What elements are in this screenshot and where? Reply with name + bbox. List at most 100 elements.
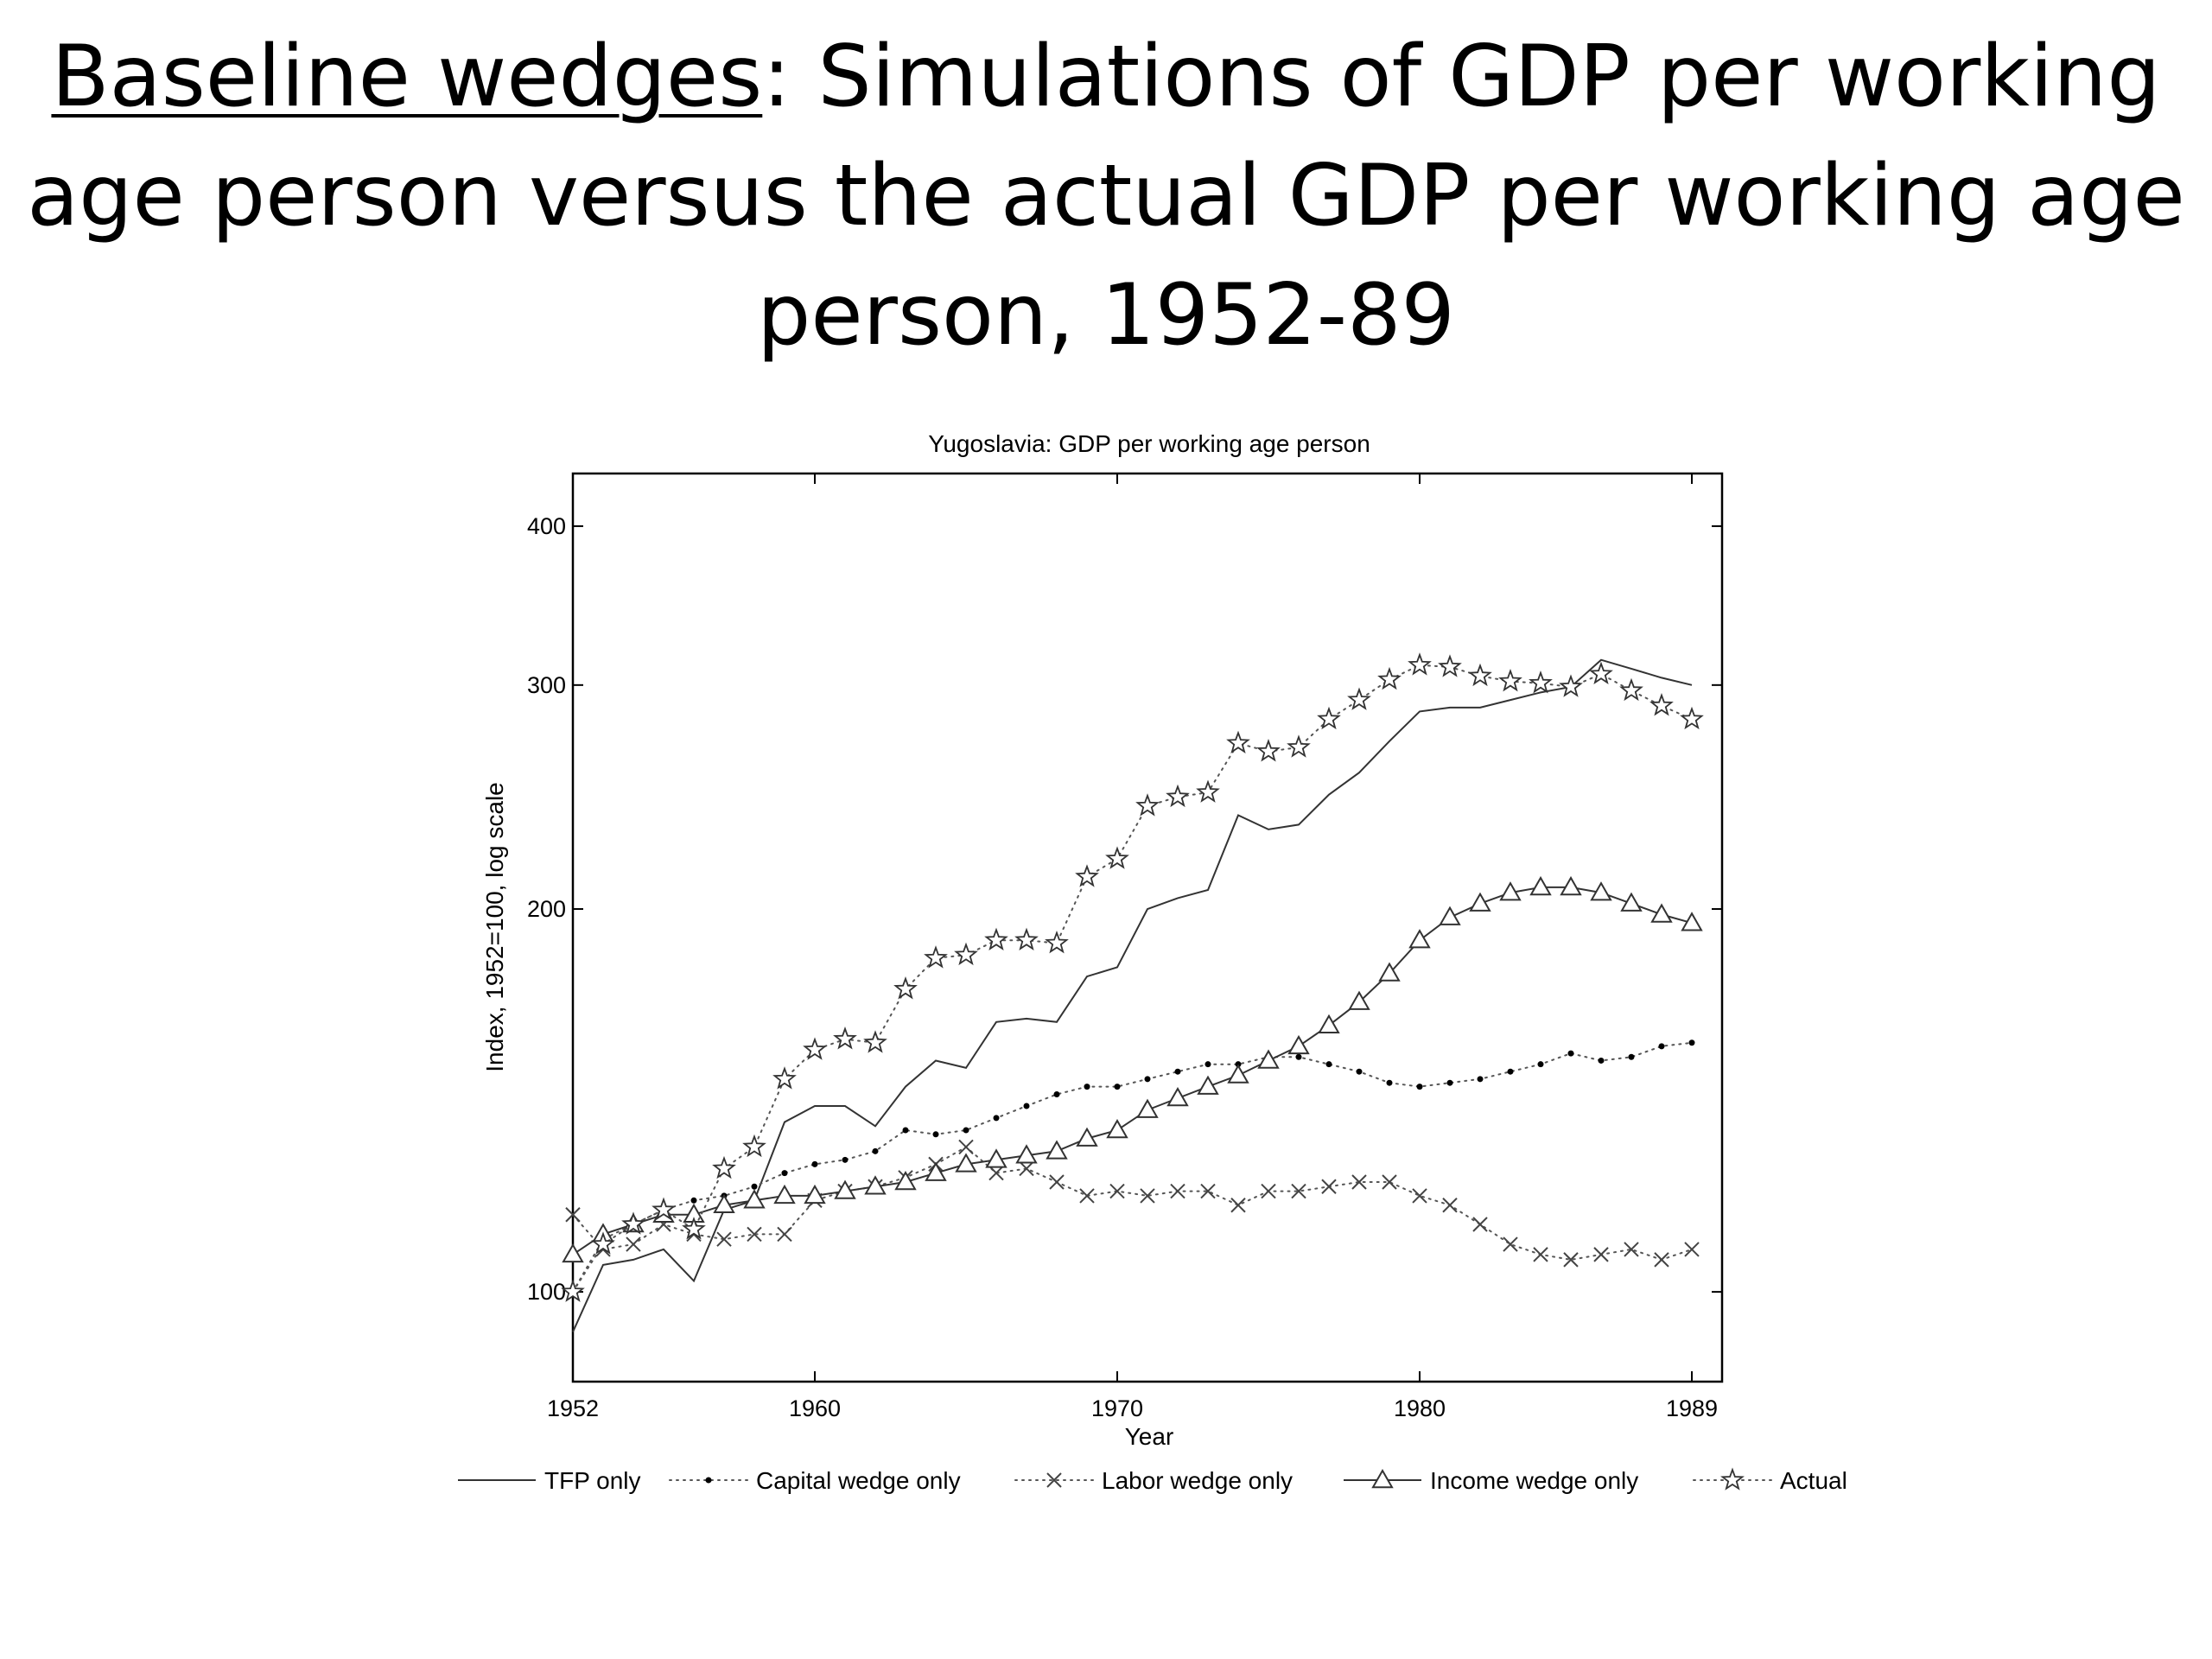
series-line (572, 1041, 1693, 1294)
legend-item: Actual (1693, 1467, 1847, 1494)
x-tick-label: 1989 (1666, 1395, 1718, 1421)
data-point (955, 1153, 977, 1173)
data-point (772, 1066, 797, 1090)
data-point (712, 1155, 736, 1179)
data-point (1628, 1053, 1635, 1060)
slide-title-underlined: Baseline wedges (51, 28, 763, 126)
data-point (1227, 1064, 1249, 1084)
data-point (716, 1231, 732, 1247)
data-point (1529, 875, 1552, 896)
data-point (1023, 1103, 1030, 1109)
series-line (572, 664, 1693, 1294)
data-point (1197, 1075, 1219, 1095)
data-point (1507, 1068, 1514, 1075)
legend-marker (1046, 1472, 1062, 1488)
data-point (1257, 1049, 1280, 1069)
data-point (1106, 1119, 1128, 1139)
legend-label: Capital wedge only (756, 1467, 961, 1494)
legend-label: TFP only (544, 1467, 641, 1494)
y-tick-label: 100 (527, 1279, 566, 1305)
data-point (1684, 1242, 1700, 1257)
data-point (894, 1170, 917, 1191)
y-tick-label: 300 (527, 672, 566, 698)
plot-frame (571, 472, 1724, 1383)
data-point (1351, 1174, 1367, 1190)
legend-label: Labor wedge only (1102, 1467, 1293, 1494)
legend-label: Actual (1780, 1467, 1847, 1494)
data-point (1412, 1188, 1427, 1204)
data-point (1105, 846, 1129, 869)
data-point (621, 1211, 645, 1235)
data-point (1499, 881, 1522, 901)
data-point (1654, 1252, 1669, 1268)
data-point (1378, 962, 1401, 982)
data-point (1498, 668, 1522, 692)
data-point (561, 1279, 585, 1302)
data-point (1619, 677, 1643, 702)
data-point (1503, 1236, 1518, 1252)
data-point (985, 1148, 1007, 1168)
data-point (1287, 1034, 1310, 1055)
data-point (682, 1217, 706, 1240)
data-point (893, 976, 918, 1000)
data-point (690, 1197, 697, 1204)
data-point (1529, 671, 1553, 694)
data-point (1408, 652, 1432, 676)
series-tfp-only (572, 658, 1693, 1332)
data-point (963, 1127, 969, 1134)
data-point (811, 1160, 818, 1167)
data-point (1681, 912, 1703, 931)
data-point (1226, 730, 1250, 753)
data-point (833, 1027, 857, 1050)
data-point (591, 1231, 615, 1255)
data-point (984, 927, 1008, 950)
data-point (932, 1131, 939, 1138)
data-point (1136, 1098, 1159, 1118)
data-point (1469, 892, 1491, 912)
data-point (1649, 693, 1674, 716)
data-point (1046, 1140, 1068, 1160)
data-point (562, 1243, 584, 1263)
data-point (1537, 1061, 1544, 1068)
data-point (1166, 1086, 1189, 1107)
data-point (1446, 1079, 1453, 1086)
series-line (572, 658, 1693, 1332)
data-point (743, 1189, 766, 1209)
data-point (925, 1161, 947, 1181)
data-point (958, 1139, 974, 1155)
data-point (1317, 706, 1341, 730)
data-point (1590, 881, 1612, 901)
data-point (1563, 1252, 1579, 1268)
data-point (1624, 1242, 1639, 1257)
data-point (803, 1037, 827, 1060)
data-point (1318, 1014, 1340, 1033)
series-actual (561, 652, 1704, 1302)
data-point (1533, 1247, 1548, 1262)
data-point (1559, 674, 1583, 697)
data-point (993, 1115, 1000, 1122)
data-point (872, 1147, 879, 1154)
axis-ticks: 1952 1960 1970 1980 1989 100 200 300 400 (527, 474, 1722, 1421)
data-point (834, 1179, 856, 1199)
data-point (1658, 1043, 1665, 1050)
data-point (1593, 1247, 1609, 1262)
data-point (1205, 1061, 1211, 1068)
x-tick-label: 1970 (1091, 1395, 1143, 1421)
data-point (1650, 903, 1673, 923)
data-point (1291, 1183, 1306, 1199)
slide-title: Baseline wedges: Simulations of GDP per … (0, 17, 2212, 375)
data-point (1084, 1084, 1090, 1090)
legend-item: TFP only (458, 1467, 641, 1494)
data-point (804, 1184, 826, 1205)
data-point (1356, 1068, 1363, 1075)
x-tick-label: 1980 (1394, 1395, 1446, 1421)
legend-item: Capital wedge only (669, 1467, 961, 1494)
data-point (1477, 1076, 1484, 1083)
data-point (652, 1197, 676, 1220)
data-point (1174, 1068, 1181, 1075)
data-point (713, 1193, 735, 1213)
data-point (1166, 784, 1190, 808)
data-point (1442, 1198, 1458, 1213)
data-point (1076, 1127, 1098, 1147)
